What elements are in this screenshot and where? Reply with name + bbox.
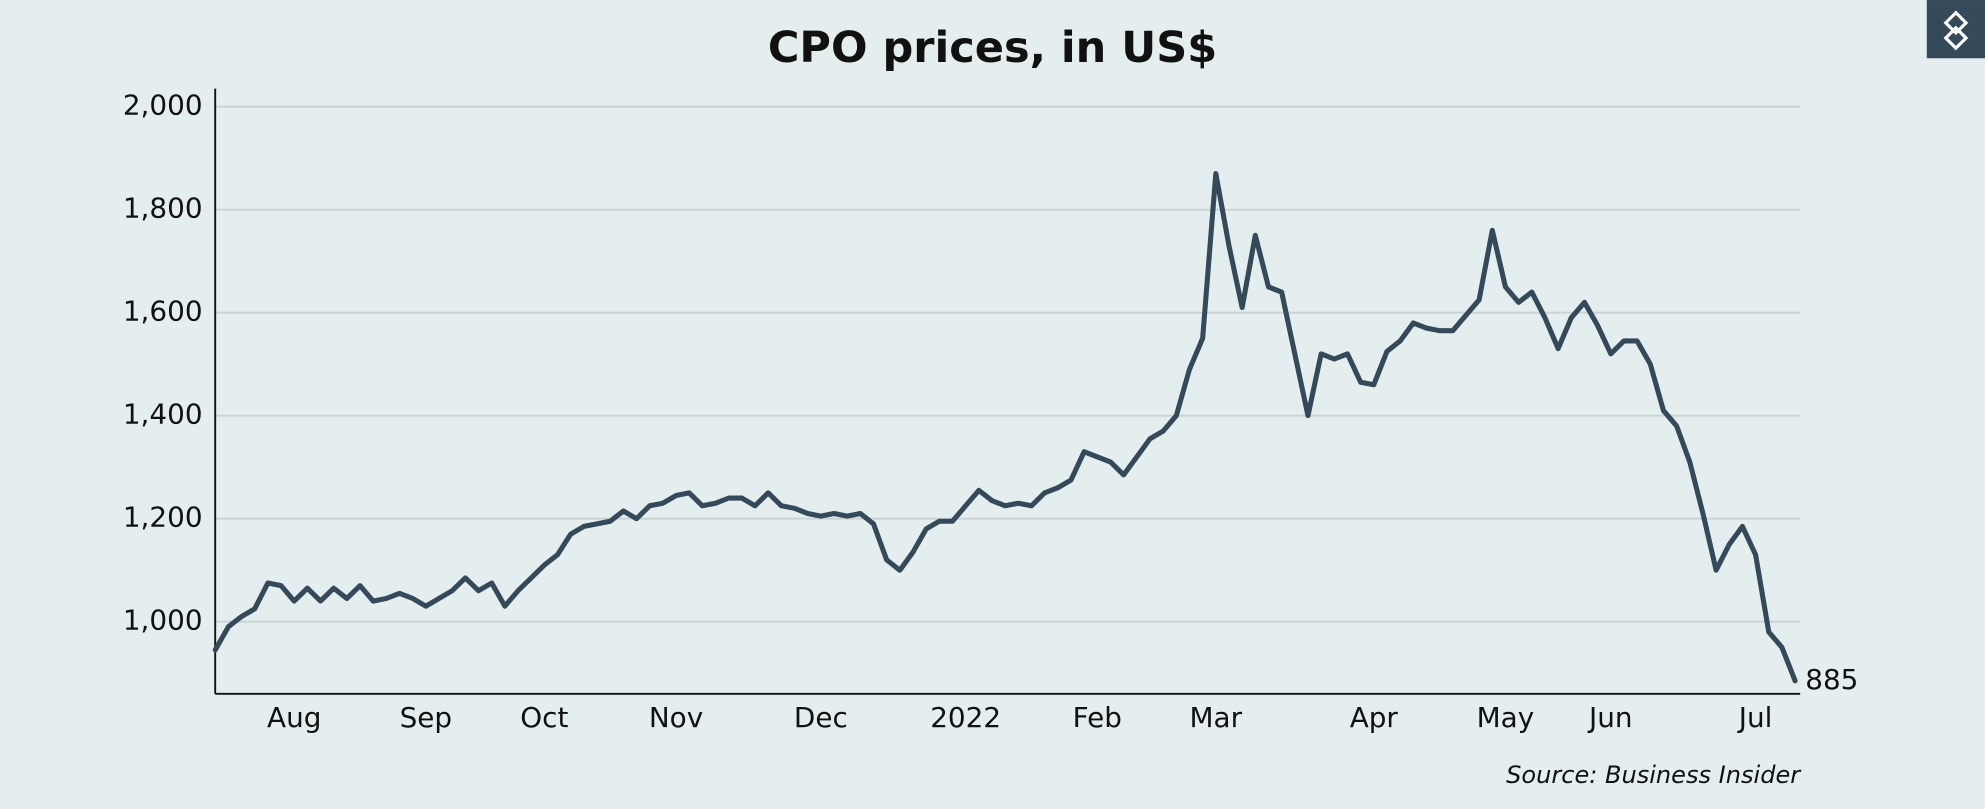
- x-tick-label: Apr: [1350, 701, 1399, 734]
- y-tick-label: 1,400: [123, 398, 203, 431]
- x-tick-label: Sep: [400, 701, 452, 734]
- source: Source: Business Insider: [1506, 761, 1802, 789]
- x-tick-label: Mar: [1190, 701, 1243, 734]
- x-tick-label: Nov: [649, 701, 703, 734]
- x-tick-label: Dec: [794, 701, 848, 734]
- chart-title: CPO prices, in US$: [768, 23, 1217, 73]
- logo-icon[interactable]: [1943, 10, 1969, 51]
- line: [212, 171, 1798, 684]
- x-tick-label: Aug: [267, 701, 321, 734]
- x-tick-label: May: [1477, 701, 1535, 734]
- x-tick-label: Jun: [1587, 701, 1633, 734]
- end-label: 885: [1805, 663, 1858, 696]
- x-tick-label: 2022: [930, 701, 1001, 734]
- y-tick-label: 1,200: [123, 501, 203, 534]
- x-tick-label: Jul: [1737, 701, 1773, 734]
- y-tick-label: 1,000: [123, 604, 203, 637]
- x-tick-label: Oct: [520, 701, 568, 734]
- logo[interactable]: [1926, 0, 1985, 59]
- y-tick-label: 1,800: [123, 192, 203, 225]
- x-tick-label: Feb: [1073, 701, 1122, 734]
- y-tick-label: 1,600: [123, 295, 203, 328]
- y-tick-label: 2,000: [123, 89, 203, 122]
